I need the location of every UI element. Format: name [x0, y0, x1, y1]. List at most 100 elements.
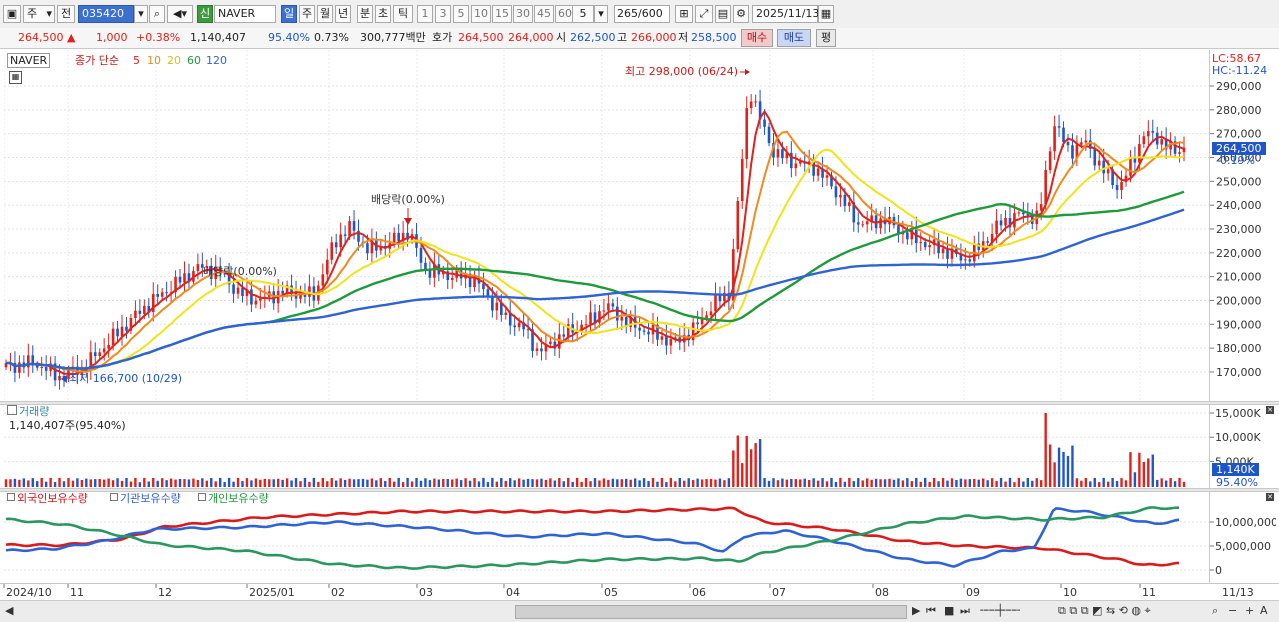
candle-body	[174, 276, 177, 293]
zoom-out-icon[interactable]: −	[1228, 604, 1238, 617]
zoom-in-icon[interactable]: +	[1245, 604, 1255, 617]
candle-body	[183, 273, 186, 283]
candle-body	[807, 161, 811, 164]
price-tick-label: 280,000	[1216, 104, 1262, 117]
interval-dropdown-icon[interactable]: ▾	[594, 5, 608, 23]
scroll-left-icon[interactable]: ◀	[5, 604, 14, 617]
period-year-tab[interactable]: 년	[335, 5, 351, 23]
candle-body	[718, 294, 722, 302]
rewind-icon[interactable]: ⏮	[926, 604, 936, 617]
volume-bar	[852, 481, 856, 487]
holdings-panel-toggle-icon[interactable]	[7, 493, 15, 501]
holdings-close-icon[interactable]: ✕	[1266, 493, 1274, 501]
calendar-icon[interactable]: ▦	[818, 5, 834, 23]
volume-bar	[294, 478, 298, 487]
fast-forward-icon[interactable]: ⏭	[960, 604, 970, 617]
volume-bar	[571, 481, 574, 487]
holdings-panel[interactable]: 외국인보유수량 기관보유수량 개인보유수량	[4, 492, 1209, 583]
period-month-tab[interactable]: 월	[317, 5, 333, 23]
volume-bar	[897, 478, 900, 487]
bar-style-icon[interactable]: ⊞	[675, 5, 693, 23]
candle-body	[709, 311, 713, 316]
code-dropdown-icon[interactable]: ▾	[134, 5, 148, 23]
volume-bar	[959, 478, 963, 487]
quote-amount: 300,777백만	[360, 31, 426, 44]
candle-body	[473, 276, 476, 288]
volume-bar	[727, 478, 731, 487]
prev-button[interactable]: 전	[57, 5, 75, 23]
volume-close-icon[interactable]: ✕	[1266, 406, 1274, 414]
volume-bar	[201, 478, 204, 487]
sell-button[interactable]: 매도	[777, 29, 811, 47]
stop-icon[interactable]: ■	[944, 604, 955, 617]
candle-body	[1084, 140, 1088, 143]
tool-icons[interactable]: ⧉ ⧉ ⧉ ◩ ⇆ ⟲ ◍ ⌖	[1058, 604, 1151, 617]
code-input[interactable]: 035420	[78, 5, 134, 23]
candle-body	[1071, 145, 1074, 159]
candle-body	[468, 273, 472, 288]
volume-panel-toggle-icon[interactable]	[7, 405, 17, 415]
candle-body	[607, 303, 610, 311]
save-icon[interactable]: ▤	[715, 5, 731, 23]
volume-bar	[1124, 480, 1128, 487]
average-button[interactable]: 평	[816, 29, 836, 47]
period-tick-tab[interactable]: 틱	[393, 5, 413, 23]
price-chart-panel[interactable]: 최고 298,000 (06/24) 최저 166,700 (10/29) 배당락(…	[4, 50, 1209, 403]
zoom-slider[interactable]: ╌╌╌┼╌╌╌	[980, 604, 1020, 617]
volume-bar	[696, 478, 699, 487]
ma60-legend: 60	[187, 54, 201, 67]
holdings-tick-label: 10,000,000	[1215, 516, 1276, 529]
candle-body	[785, 152, 789, 159]
stock-name-field[interactable]: NAVER	[214, 5, 276, 23]
volume-bar	[129, 481, 133, 487]
search-icon[interactable]: ⌕	[149, 5, 165, 23]
window-menu-icon[interactable]: ▣	[3, 5, 21, 23]
interval-5[interactable]: 5	[453, 5, 469, 23]
interval-3[interactable]: 3	[435, 5, 451, 23]
candle-body	[580, 324, 583, 332]
speaker-icon[interactable]: ◀▾	[167, 5, 193, 23]
interval-1[interactable]: 1	[417, 5, 433, 23]
volume-bar	[1169, 478, 1172, 487]
candle-body	[165, 292, 168, 294]
date-field[interactable]: 2025/11/13	[752, 5, 819, 23]
dividend-annotation-1: 배당락(0.00%)	[371, 193, 445, 206]
interval-input[interactable]: 5	[572, 5, 594, 23]
period-day-tab[interactable]: 일	[281, 5, 297, 23]
volume-panel[interactable]: 거래량 1,140,407주(95.40%)	[4, 405, 1209, 490]
volume-bar	[504, 480, 507, 487]
market-select[interactable]: 주 ▾	[23, 5, 55, 23]
panel-splitter[interactable]	[0, 401, 1279, 405]
volume-bar	[611, 478, 615, 487]
period-second-tab[interactable]: 초	[375, 5, 391, 23]
volume-bar	[410, 481, 414, 487]
interval-30[interactable]: 30	[513, 5, 533, 23]
price-tick-label: 250,000	[1216, 175, 1262, 188]
volume-bar	[513, 480, 516, 487]
candle-body	[910, 228, 914, 240]
interval-10[interactable]: 10	[471, 5, 491, 23]
volume-bar	[964, 479, 967, 487]
candle-body	[227, 273, 231, 285]
compare-icon[interactable]: ⤢	[695, 5, 713, 23]
period-week-tab[interactable]: 주	[299, 5, 315, 23]
volume-bar	[1008, 477, 1012, 487]
period-minute-tab[interactable]: 분	[357, 5, 373, 23]
text-tool-icon[interactable]: A	[1260, 604, 1268, 617]
volume-bar	[1129, 452, 1132, 487]
candle-body	[562, 334, 566, 337]
price-chart-svg: 최고 298,000 (06/24) 최저 166,700 (10/29) 배당락(…	[4, 50, 1209, 403]
volume-bar	[1133, 472, 1137, 487]
search-icon-bottom[interactable]: ⌕	[1212, 604, 1219, 617]
interval-45[interactable]: 45	[534, 5, 554, 23]
x-tick-label: 04	[506, 586, 520, 599]
buy-button[interactable]: 매수	[741, 29, 773, 47]
candle-body	[1120, 181, 1123, 191]
gear-icon[interactable]: ⚙	[733, 5, 749, 23]
panel-splitter-2[interactable]	[0, 488, 1279, 492]
table-toggle-icon[interactable]: ▦	[9, 71, 22, 84]
scroll-thumb[interactable]	[515, 605, 907, 619]
scroll-right-icon[interactable]: ▶	[912, 604, 921, 617]
count-field[interactable]: 265/600	[614, 5, 670, 23]
interval-15[interactable]: 15	[492, 5, 512, 23]
